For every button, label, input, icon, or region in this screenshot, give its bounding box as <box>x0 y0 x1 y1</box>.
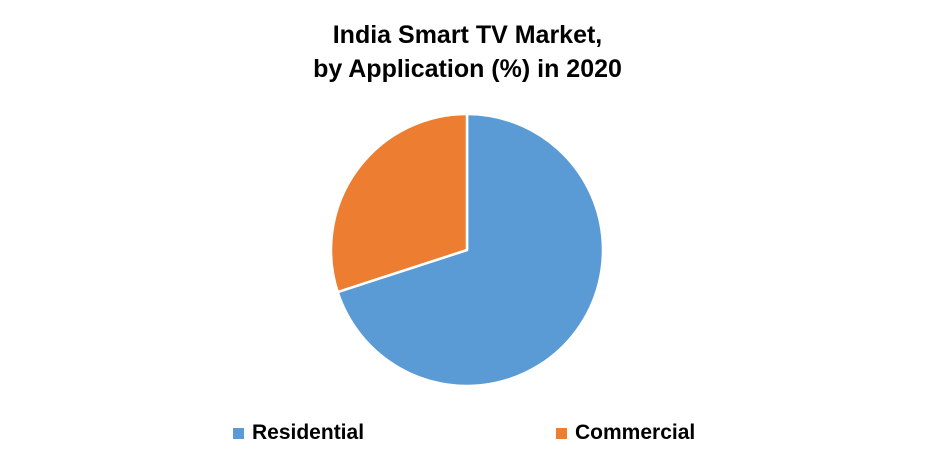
legend-swatch-residential <box>233 427 244 439</box>
chart-legend: Residential Commercial <box>0 419 935 447</box>
chart-title-line-1: India Smart TV Market, <box>332 21 603 49</box>
legend-item-commercial: Commercial <box>556 419 695 447</box>
legend-swatch-commercial <box>556 427 567 439</box>
chart-title-line-2: by Application (%) in 2020 <box>313 55 622 83</box>
pie-slice-residential <box>336 112 605 388</box>
legend-item-residential: Residential <box>233 419 364 447</box>
pie-slice-commercial <box>329 112 469 294</box>
legend-label-commercial: Commercial <box>575 421 696 444</box>
chart-title: India Smart TV Market, by Application (%… <box>0 18 935 86</box>
legend-label-residential: Residential <box>252 421 365 444</box>
